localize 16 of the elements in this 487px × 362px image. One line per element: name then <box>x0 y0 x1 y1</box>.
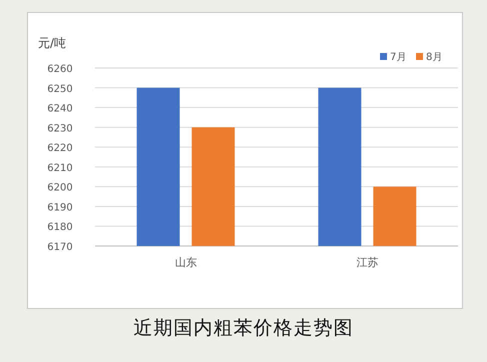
y-tick-label: 6200 <box>47 182 73 194</box>
x-tick-label: 山东 <box>174 256 197 269</box>
legend-label: 8月 <box>426 52 442 63</box>
y-tick-label: 6170 <box>47 242 73 253</box>
y-axis-title: 元/吨 <box>38 36 66 50</box>
y-tick-label: 6190 <box>47 202 73 214</box>
y-tick-label: 6230 <box>47 123 73 134</box>
legend-label: 7月 <box>390 52 406 63</box>
y-tick-label: 6180 <box>47 222 73 234</box>
y-tick-label: 6260 <box>47 64 73 75</box>
y-tick-label: 6240 <box>47 104 73 115</box>
y-tick-label: 6210 <box>47 162 73 174</box>
text: 近期国内粗苯价格走势图 <box>134 317 354 339</box>
y-tick-label: 6250 <box>47 84 73 95</box>
x-tick-label: 江苏 <box>356 256 378 269</box>
y-tick-label: 6220 <box>47 143 73 154</box>
